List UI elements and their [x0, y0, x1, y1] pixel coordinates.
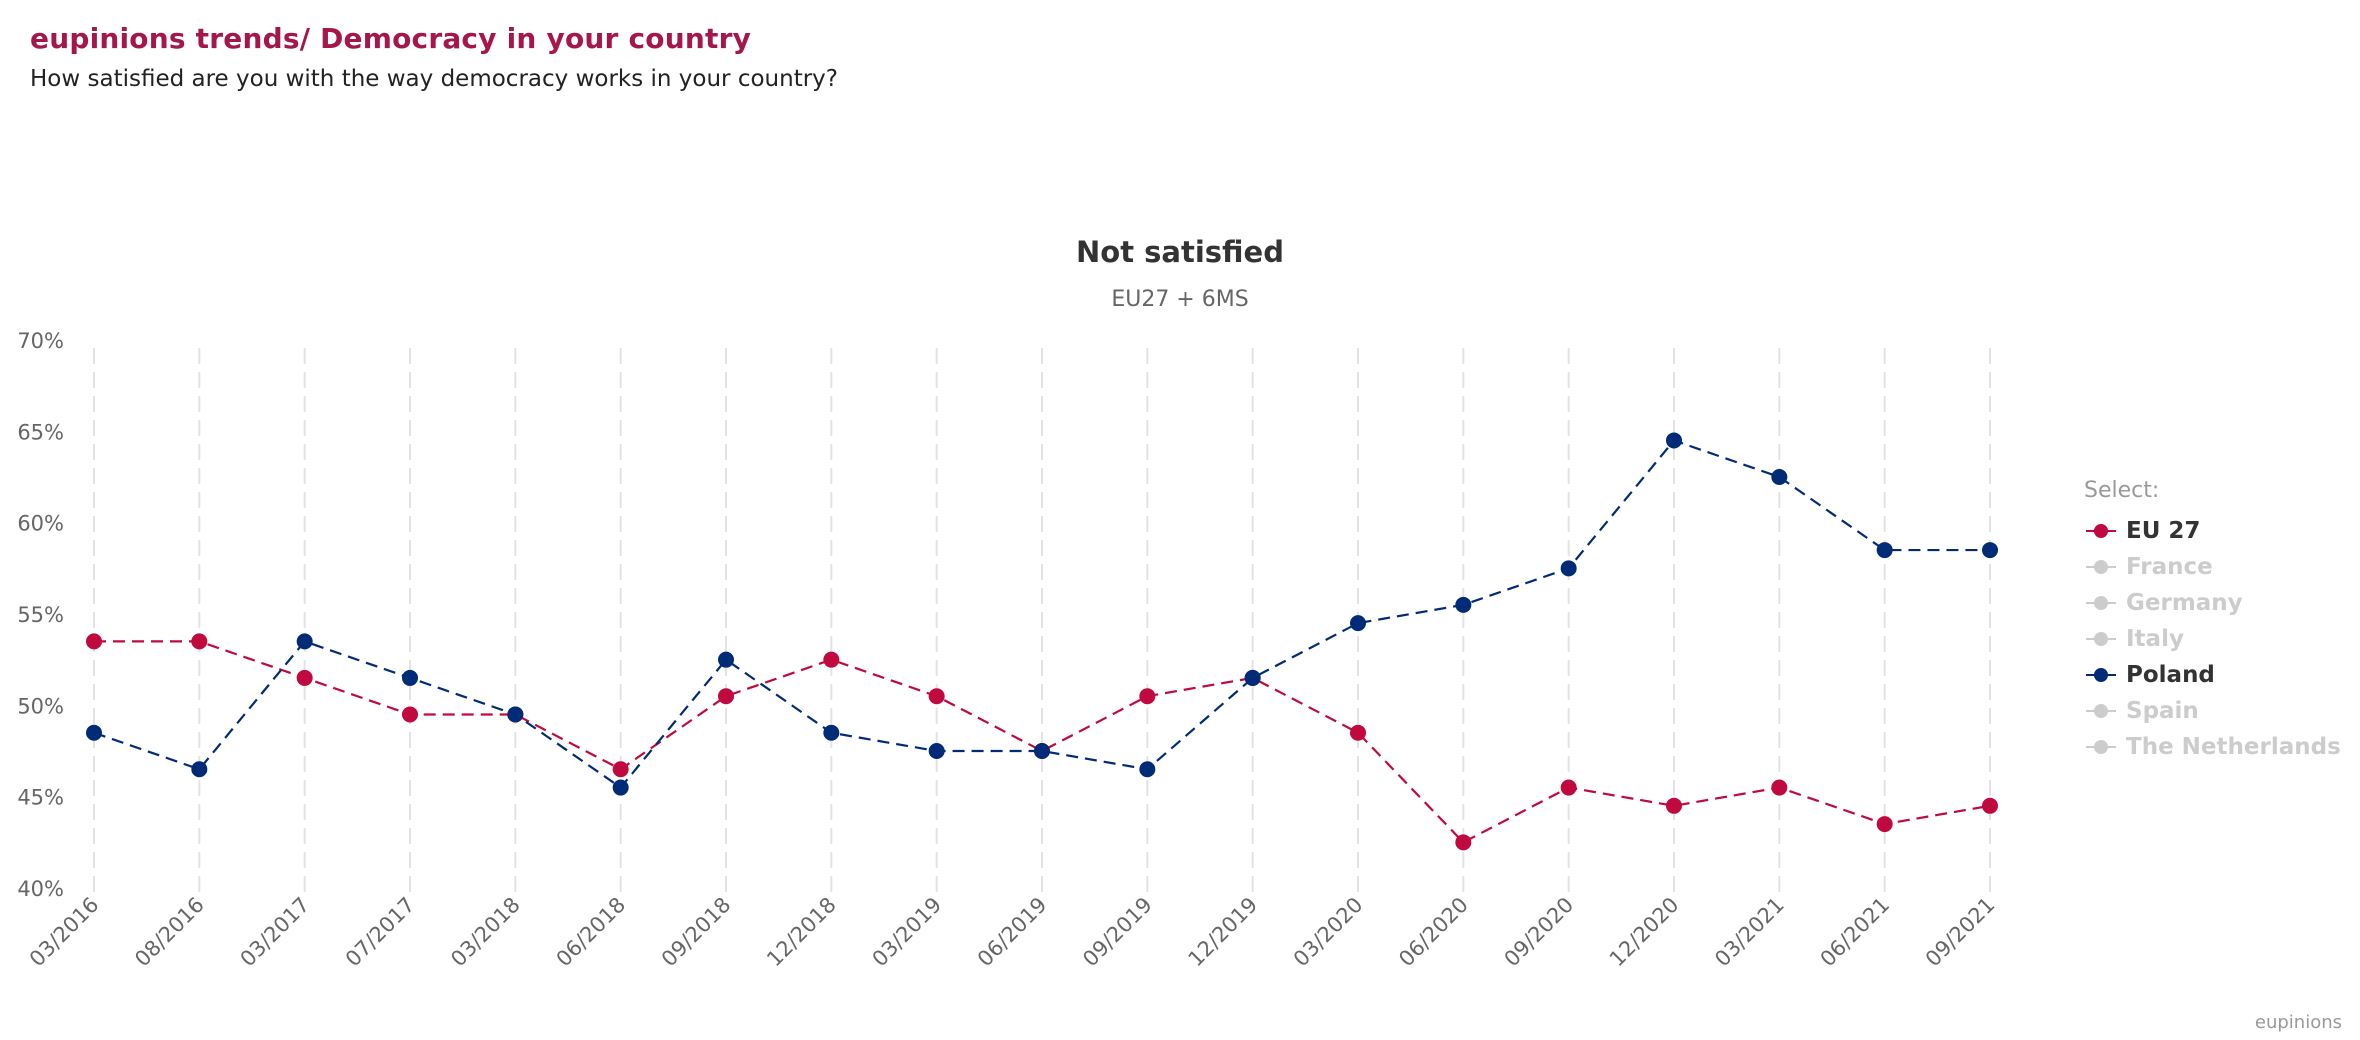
x-tick-label: 03/2016: [25, 893, 104, 972]
data-point: [402, 669, 418, 686]
legend-label: France: [2126, 554, 2213, 580]
data-point: [296, 669, 313, 686]
series-poland: [86, 432, 1998, 796]
data-point: [1244, 669, 1261, 686]
y-tick-label: 55%: [17, 603, 64, 627]
data-point: [86, 724, 102, 741]
x-tick-label: 09/2018: [657, 893, 736, 972]
data-point: [1771, 779, 1788, 796]
data-point: [1350, 724, 1366, 741]
grid-lines: [93, 348, 1991, 894]
data-point: [1982, 797, 1998, 814]
x-tick-label: 03/2021: [1710, 893, 1789, 972]
x-tick-label: 07/2017: [341, 893, 420, 972]
data-point: [1034, 743, 1050, 759]
legend-item-the-netherlands[interactable]: The Netherlands: [2084, 729, 2341, 765]
data-point: [191, 761, 208, 778]
data-point: [296, 633, 313, 650]
legend-label: EU 27: [2126, 518, 2201, 544]
data-point: [718, 651, 734, 668]
data-point: [1666, 797, 1682, 814]
data-point: [612, 779, 629, 796]
legend: Select: EU 27 France Germany Italy Poland Spa…: [2084, 478, 2341, 765]
data-point: [928, 688, 945, 705]
y-tick-label: 70%: [17, 329, 64, 353]
x-tick-label: 03/2019: [868, 893, 947, 972]
y-tick-label: 50%: [17, 694, 64, 718]
x-tick-label: 09/2019: [1078, 893, 1157, 972]
x-tick-label: 03/2020: [1289, 893, 1368, 972]
x-tick-label: 08/2016: [130, 893, 209, 972]
data-point: [191, 633, 208, 650]
chart-title: Not satisfied: [1076, 235, 1284, 269]
data-point: [507, 706, 524, 723]
legend-marker-icon: [2086, 524, 2116, 538]
legend-item-germany[interactable]: Germany: [2084, 585, 2341, 621]
data-point: [1139, 761, 1156, 778]
data-point: [1560, 560, 1577, 577]
data-point: [1560, 779, 1577, 796]
x-tick-label: 09/2021: [1921, 893, 2000, 972]
data-point: [1139, 688, 1156, 705]
legend-title: Select:: [2084, 478, 2160, 503]
x-axis: 03/2016 08/2016 03/2017 07/2017 03/2018 06/20…: [25, 893, 2000, 972]
data-point: [1876, 542, 1893, 559]
y-axis: 40% 45% 50% 55% 60% 65% 70%: [17, 329, 64, 901]
series: [86, 432, 1998, 851]
data-point: [1876, 816, 1893, 833]
y-tick-label: 65%: [17, 420, 64, 444]
legend-label: Germany: [2126, 590, 2243, 616]
x-tick-label: 06/2021: [1816, 893, 1895, 972]
data-point: [612, 761, 629, 778]
legend-marker-icon: [2086, 596, 2116, 610]
legend-item-spain[interactable]: Spain: [2084, 693, 2341, 729]
legend-item-france[interactable]: France: [2084, 549, 2341, 585]
legend-marker-icon: [2086, 704, 2116, 718]
legend-marker-icon: [2086, 668, 2116, 682]
legend-marker-icon: [2086, 632, 2116, 646]
legend-marker-icon: [2086, 560, 2116, 574]
data-point: [928, 743, 945, 759]
x-tick-label: 06/2019: [973, 893, 1052, 972]
x-tick-label: 06/2020: [1394, 893, 1473, 972]
data-point: [823, 651, 840, 668]
x-tick-label: 12/2019: [1184, 893, 1263, 972]
data-point: [1771, 469, 1788, 485]
x-tick-label: 12/2020: [1605, 893, 1684, 972]
legend-item-eu-27[interactable]: EU 27: [2084, 513, 2341, 549]
x-tick-label: 12/2018: [762, 893, 841, 972]
credit-label: eupinions: [2254, 1012, 2342, 1033]
legend-label: Italy: [2126, 626, 2184, 652]
data-point: [1982, 542, 1998, 559]
chart-subtitle: EU27 + 6MS: [1111, 287, 1249, 312]
data-point: [402, 706, 418, 723]
legend-label: Spain: [2126, 698, 2199, 724]
data-point: [823, 724, 840, 741]
data-point: [1350, 615, 1366, 632]
legend-marker-icon: [2086, 740, 2116, 754]
page-subtitle: How satisfied are you with the way democ…: [30, 66, 838, 92]
x-tick-label: 09/2020: [1500, 893, 1579, 972]
x-tick-label: 03/2017: [236, 893, 315, 972]
y-tick-label: 45%: [17, 786, 64, 810]
data-point: [1455, 596, 1472, 613]
legend-item-poland[interactable]: Poland: [2084, 657, 2341, 693]
data-point: [1666, 432, 1682, 449]
y-tick-label: 40%: [17, 877, 64, 901]
x-tick-label: 03/2018: [446, 893, 525, 972]
legend-label: Poland: [2126, 662, 2215, 688]
page-title: eupinions trends/ Democracy in your coun…: [30, 22, 752, 55]
data-point: [86, 633, 102, 650]
data-point: [1455, 834, 1472, 851]
data-point: [718, 688, 734, 705]
legend-item-italy[interactable]: Italy: [2084, 621, 2341, 657]
y-tick-label: 60%: [17, 512, 64, 536]
legend-label: The Netherlands: [2126, 734, 2341, 760]
x-tick-label: 06/2018: [552, 893, 631, 972]
